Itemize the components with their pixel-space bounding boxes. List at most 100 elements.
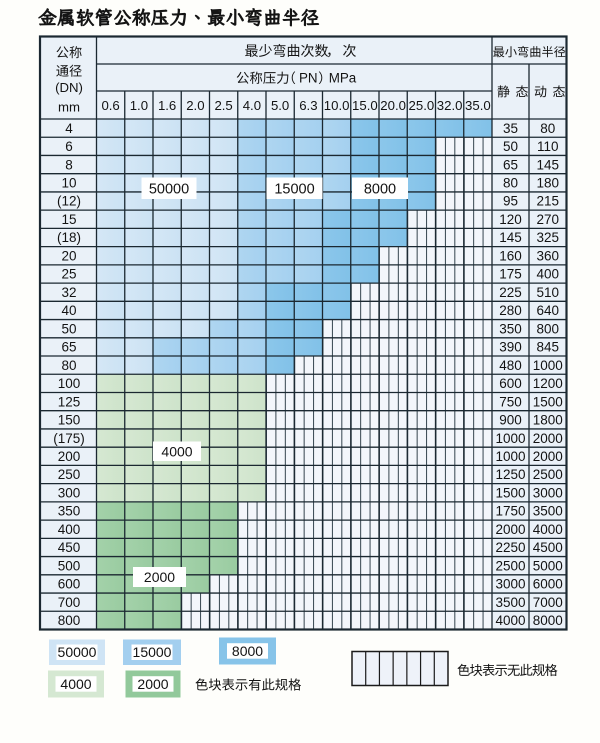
svg-text:2.5: 2.5 — [214, 98, 232, 113]
svg-text:15: 15 — [61, 212, 76, 227]
svg-text:280: 280 — [499, 303, 522, 318]
svg-text:10.0: 10.0 — [324, 98, 350, 113]
svg-text:845: 845 — [536, 340, 559, 355]
svg-text:325: 325 — [536, 230, 559, 245]
svg-text:145: 145 — [499, 230, 522, 245]
svg-text:600: 600 — [58, 577, 81, 592]
svg-text:1.0: 1.0 — [130, 98, 148, 113]
svg-text:160: 160 — [499, 248, 522, 263]
svg-text:80: 80 — [61, 358, 76, 373]
svg-text:360: 360 — [536, 248, 559, 263]
svg-text:215: 215 — [536, 194, 559, 209]
svg-text:40: 40 — [61, 303, 76, 318]
svg-text:mm: mm — [58, 99, 80, 114]
svg-text:4500: 4500 — [533, 540, 563, 555]
svg-text:510: 510 — [536, 285, 559, 300]
svg-text:5.0: 5.0 — [271, 98, 289, 113]
svg-text:(18): (18) — [57, 230, 81, 245]
svg-text:350: 350 — [58, 504, 81, 519]
svg-text:20.0: 20.0 — [380, 98, 406, 113]
svg-text:(DN): (DN) — [55, 80, 83, 95]
svg-text:PN: PN — [299, 71, 318, 86]
svg-text:4000: 4000 — [161, 443, 192, 459]
svg-text:(12): (12) — [57, 194, 81, 209]
svg-text:700: 700 — [58, 595, 81, 610]
svg-text:2000: 2000 — [495, 522, 525, 537]
svg-text:15.0: 15.0 — [352, 98, 378, 113]
svg-text:270: 270 — [536, 212, 559, 227]
svg-text:125: 125 — [58, 394, 81, 409]
svg-text:4000: 4000 — [495, 613, 525, 628]
svg-text:600: 600 — [499, 376, 522, 391]
svg-text:640: 640 — [536, 303, 559, 318]
svg-text:3500: 3500 — [495, 595, 525, 610]
svg-text:35.0: 35.0 — [465, 98, 491, 113]
svg-text:6000: 6000 — [533, 577, 563, 592]
svg-text:32: 32 — [61, 285, 76, 300]
svg-text:1000: 1000 — [533, 358, 563, 373]
svg-text:480: 480 — [499, 358, 522, 373]
svg-text:175: 175 — [499, 267, 522, 282]
svg-text:1.6: 1.6 — [158, 98, 176, 113]
svg-text:4.0: 4.0 — [243, 98, 261, 113]
svg-text:120: 120 — [499, 212, 522, 227]
svg-text:1000: 1000 — [495, 431, 525, 446]
svg-text:95: 95 — [503, 194, 518, 209]
svg-text:900: 900 — [499, 413, 522, 428]
svg-text:2250: 2250 — [495, 540, 525, 555]
svg-text:80: 80 — [503, 176, 518, 191]
svg-text:35: 35 — [503, 121, 518, 136]
svg-text:1500: 1500 — [495, 485, 525, 500]
svg-text:8000: 8000 — [232, 643, 263, 659]
svg-text:15000: 15000 — [133, 644, 172, 660]
svg-text:25.0: 25.0 — [409, 98, 435, 113]
svg-text:800: 800 — [536, 321, 559, 336]
svg-text:390: 390 — [499, 340, 522, 355]
svg-text:300: 300 — [58, 485, 81, 500]
svg-text:2000: 2000 — [137, 676, 168, 692]
svg-text:8000: 8000 — [533, 613, 563, 628]
svg-text:225: 225 — [499, 285, 522, 300]
svg-text:400: 400 — [536, 267, 559, 282]
svg-text:1500: 1500 — [533, 394, 563, 409]
svg-text:3000: 3000 — [495, 577, 525, 592]
svg-text:180: 180 — [536, 176, 559, 191]
svg-text:1750: 1750 — [495, 504, 525, 519]
svg-text:2000: 2000 — [144, 569, 175, 585]
svg-text:15000: 15000 — [274, 181, 314, 197]
svg-text:110: 110 — [537, 139, 559, 154]
svg-text:1000: 1000 — [495, 449, 525, 464]
svg-text:0.6: 0.6 — [101, 98, 119, 113]
svg-text:2500: 2500 — [495, 558, 525, 573]
svg-text:32.0: 32.0 — [437, 98, 463, 113]
svg-text:50: 50 — [503, 139, 518, 154]
svg-text:450: 450 — [58, 540, 81, 555]
svg-text:1800: 1800 — [533, 413, 563, 428]
svg-text:6: 6 — [65, 139, 73, 154]
svg-text:3000: 3000 — [533, 485, 563, 500]
svg-text:100: 100 — [58, 376, 81, 391]
svg-text:150: 150 — [58, 413, 81, 428]
svg-text:8000: 8000 — [364, 181, 396, 197]
svg-text:2000: 2000 — [533, 431, 563, 446]
svg-text:400: 400 — [58, 522, 81, 537]
svg-text:MPa: MPa — [329, 71, 357, 86]
svg-text:2500: 2500 — [533, 467, 563, 482]
svg-text:50: 50 — [61, 321, 76, 336]
svg-text:2.0: 2.0 — [186, 98, 204, 113]
svg-text:80: 80 — [540, 121, 555, 136]
svg-text:(175): (175) — [53, 431, 85, 446]
svg-text:65: 65 — [503, 157, 518, 172]
svg-text:8: 8 — [65, 157, 73, 172]
svg-text:1250: 1250 — [495, 467, 525, 482]
svg-text:200: 200 — [58, 449, 81, 464]
svg-text:4000: 4000 — [533, 522, 563, 537]
svg-text:500: 500 — [58, 558, 81, 573]
svg-text:1200: 1200 — [533, 376, 563, 391]
svg-text:4000: 4000 — [60, 676, 91, 692]
svg-text:145: 145 — [536, 157, 559, 172]
svg-text:65: 65 — [61, 340, 76, 355]
svg-text:50000: 50000 — [58, 644, 97, 660]
svg-text:7000: 7000 — [533, 595, 563, 610]
svg-text:20: 20 — [61, 248, 76, 263]
